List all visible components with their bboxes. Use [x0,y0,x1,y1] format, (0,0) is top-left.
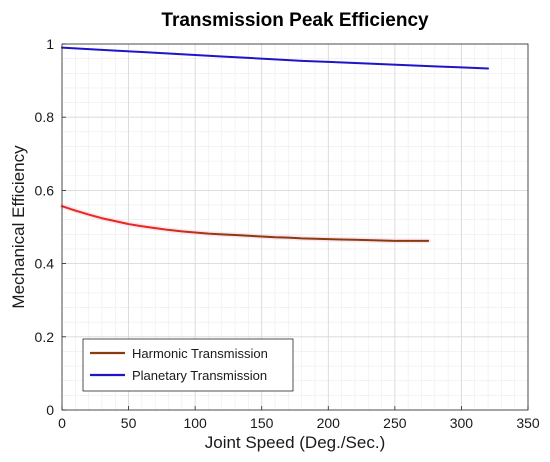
legend-label-planetary: Planetary Transmission [132,368,267,383]
plot-frame [61,43,529,411]
y-tick-label: 0.8 [35,109,55,125]
x-axis-label: Joint Speed (Deg./Sec.) [205,433,385,452]
series-line-planetary [61,46,490,70]
y-tick-label: 0.2 [35,329,55,345]
x-tick-label: 250 [383,415,407,431]
x-axis-ticks: 0 50 100 150 200 250 300 350 [58,406,540,431]
legend: Harmonic Transmission Planetary Transmis… [82,338,294,392]
y-axis-ticks: 0 0.2 0.4 0.6 0.8 1 [35,36,66,418]
x-tick-label: 0 [58,415,66,431]
y-tick-label: 0 [46,402,54,418]
legend-box [82,338,294,392]
y-tick-label: 1 [46,36,54,52]
y-tick-label: 0.4 [35,256,55,272]
series-line-harmonic [61,205,430,242]
x-tick-label: 100 [183,415,207,431]
y-tick-label: 0.6 [35,182,55,198]
x-tick-label: 50 [121,415,137,431]
x-tick-label: 350 [516,415,540,431]
x-tick-label: 200 [317,415,341,431]
series-layer [59,46,490,244]
x-tick-label: 300 [450,415,474,431]
y-axis-label: Mechanical Efficiency [9,145,28,309]
chart-title: Transmission Peak Efficiency [161,10,429,31]
x-tick-label: 150 [250,415,274,431]
legend-label-harmonic: Harmonic Transmission [132,346,268,361]
